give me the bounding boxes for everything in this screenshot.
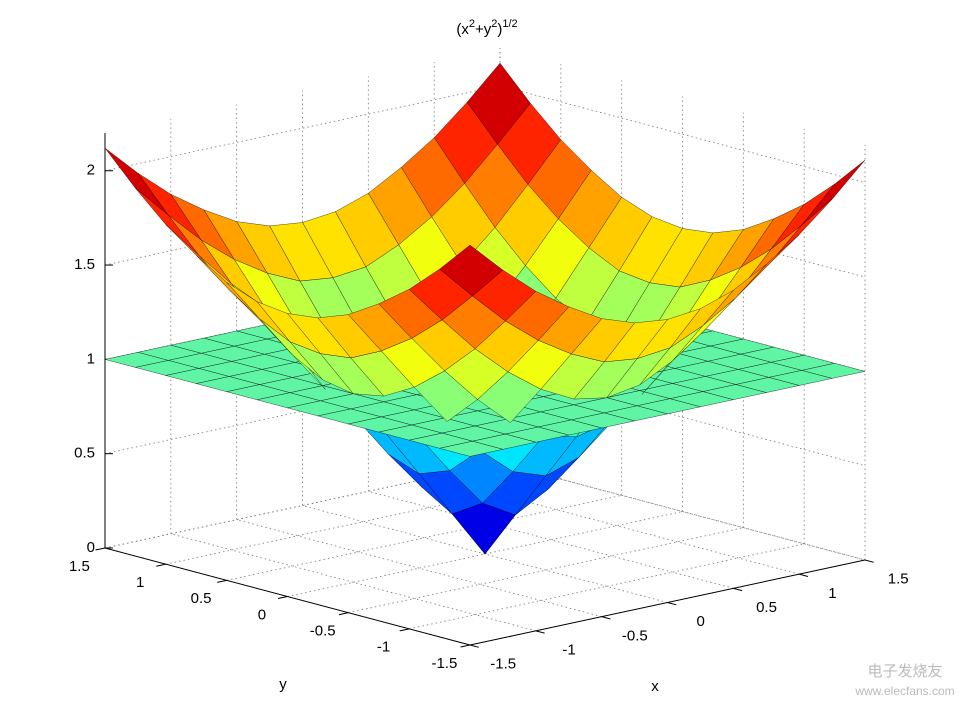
grid-line — [348, 527, 744, 614]
z-tick-label: 2 — [87, 162, 95, 179]
y-tick — [460, 644, 471, 648]
grid-line — [236, 519, 602, 618]
x-tick — [667, 602, 677, 606]
x-tick — [601, 616, 611, 620]
title-part: (x — [456, 21, 469, 38]
y-tick — [95, 547, 106, 551]
surface-patch — [104, 147, 169, 216]
y-tick — [156, 563, 166, 567]
z-tick-label: 0 — [87, 539, 95, 556]
z-tick-label: 1.5 — [74, 256, 95, 273]
x-tick — [864, 559, 874, 563]
y-tick-label: 1 — [136, 574, 144, 591]
y-tick — [399, 628, 410, 632]
x-tick — [799, 573, 809, 577]
y-tick-label: 0.5 — [191, 590, 212, 607]
x-tick-label: -0.5 — [622, 627, 648, 644]
y-tick-label: -0.5 — [310, 622, 336, 639]
watermark: www.elecfans.com — [854, 684, 954, 698]
y-tick — [217, 579, 227, 583]
y-tick — [277, 596, 288, 600]
plane-patch — [439, 440, 503, 457]
grid-line — [226, 494, 622, 581]
y-tick-label: 1.5 — [69, 558, 90, 575]
y-tick — [338, 612, 349, 616]
y-tick-label: -1.5 — [431, 655, 457, 672]
watermark: 电子发烧友 — [867, 663, 942, 680]
z-tick-label: 0.5 — [74, 445, 95, 462]
title-sup: 2 — [491, 18, 497, 30]
title-sup: 1/2 — [502, 18, 517, 30]
grid-line — [368, 490, 734, 589]
title-sup: 2 — [469, 18, 475, 30]
x-tick-label: 0.5 — [756, 599, 777, 616]
title-part: +y — [475, 21, 492, 38]
y-tick-label: -1 — [377, 639, 390, 656]
x-tick — [733, 587, 743, 592]
surface-patch — [439, 244, 504, 297]
surface-patch — [801, 159, 866, 226]
y-tick-label: 0 — [258, 606, 266, 623]
x-tick-label: 1.5 — [888, 571, 909, 588]
x-tick-label: -1 — [562, 642, 575, 659]
x-tick-label: 0 — [697, 613, 705, 630]
y-axis-label: y — [279, 676, 287, 693]
chart-title: (x2+y2)1/2 — [456, 18, 517, 38]
x-tick-label: -1.5 — [490, 656, 516, 673]
title-part: ) — [497, 21, 502, 38]
x-tick — [535, 630, 545, 634]
x-tick-label: 1 — [828, 585, 836, 602]
x-axis-label: x — [651, 678, 659, 695]
z-tick-label: 1 — [87, 350, 95, 367]
x-tick — [469, 644, 479, 648]
